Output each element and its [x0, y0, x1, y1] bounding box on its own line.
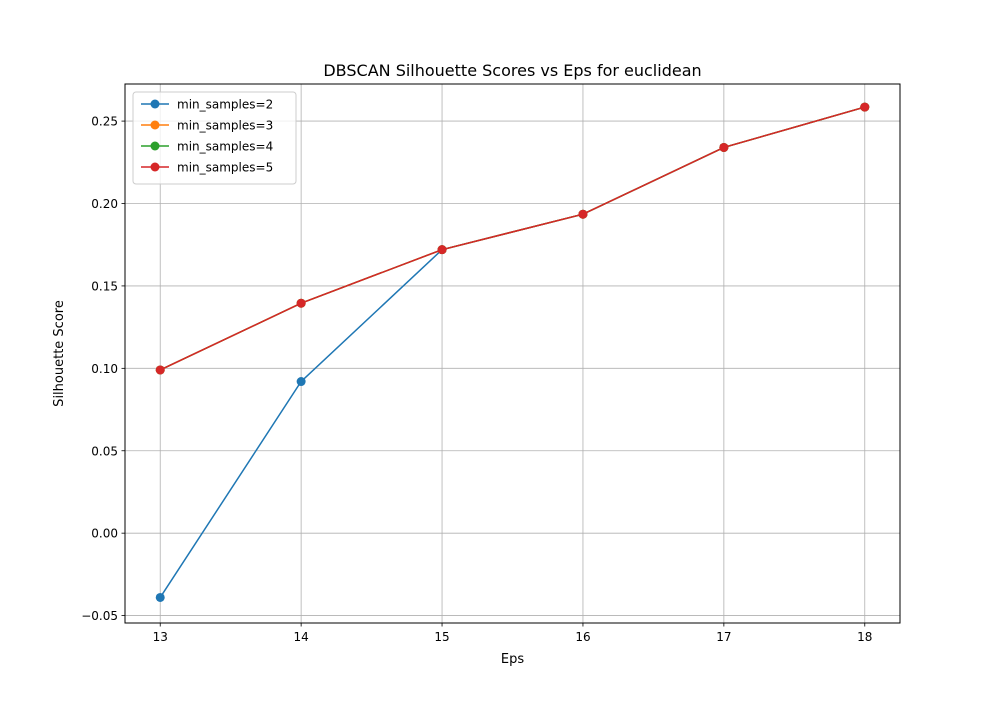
x-axis-label: Eps [501, 652, 524, 667]
data-point [860, 102, 870, 112]
legend: min_samples=2 min_samples=3 min_samples=4m… [132, 91, 297, 185]
y-tick-label: 0.10 [91, 362, 118, 376]
legend-box [132, 91, 297, 185]
data-point [155, 592, 165, 602]
legend-label: min_samples=4 [177, 140, 273, 154]
y-tick-label: 0.05 [91, 444, 118, 458]
legend-item: min_samples=3 [141, 119, 273, 133]
tick-layer: 13 14 15 16 17 18 −0.05 0.00 0.05 0.10 0.15 0.20 0.2… [81, 115, 872, 644]
x-tick-label: 13 [153, 630, 168, 644]
legend-marker [150, 141, 160, 151]
data-point [437, 245, 447, 255]
series-line [159, 106, 865, 371]
y-tick-label: −0.05 [81, 609, 118, 623]
data-point [155, 365, 165, 375]
series-layer [155, 102, 870, 602]
x-tick-label: 14 [293, 630, 308, 644]
y-tick-label: 0.25 [91, 115, 118, 129]
legend-marker [150, 162, 160, 172]
grid-layer [125, 84, 900, 623]
data-point [719, 142, 729, 152]
data-point [296, 377, 306, 387]
legend-label: min_samples=5 [177, 161, 273, 175]
chart-title: DBSCAN Silhouette Scores vs Eps for eucl… [323, 61, 701, 80]
legend-marker [150, 99, 160, 109]
x-tick-label: 16 [575, 630, 590, 644]
legend-item: min_samples=2 [141, 98, 273, 112]
x-tick-label: 18 [857, 630, 872, 644]
legend-item: min_samples=4 [141, 140, 273, 154]
y-tick-label: 0.00 [91, 527, 118, 541]
data-point [296, 298, 306, 308]
legend-label: min_samples=3 [177, 119, 273, 133]
x-tick-label: 17 [716, 630, 731, 644]
y-tick-label: 0.20 [91, 197, 118, 211]
legend-label: min_samples=2 [177, 98, 273, 112]
y-axis-label: Silhouette Score [52, 300, 67, 407]
legend-marker [150, 120, 160, 130]
plot-area-frame [124, 83, 901, 624]
series-min-samples-5 [155, 102, 870, 375]
data-point [578, 209, 588, 219]
legend-item: min_samples=5 [141, 161, 273, 175]
x-tick-label: 15 [434, 630, 449, 644]
y-tick-label: 0.15 [91, 279, 118, 293]
